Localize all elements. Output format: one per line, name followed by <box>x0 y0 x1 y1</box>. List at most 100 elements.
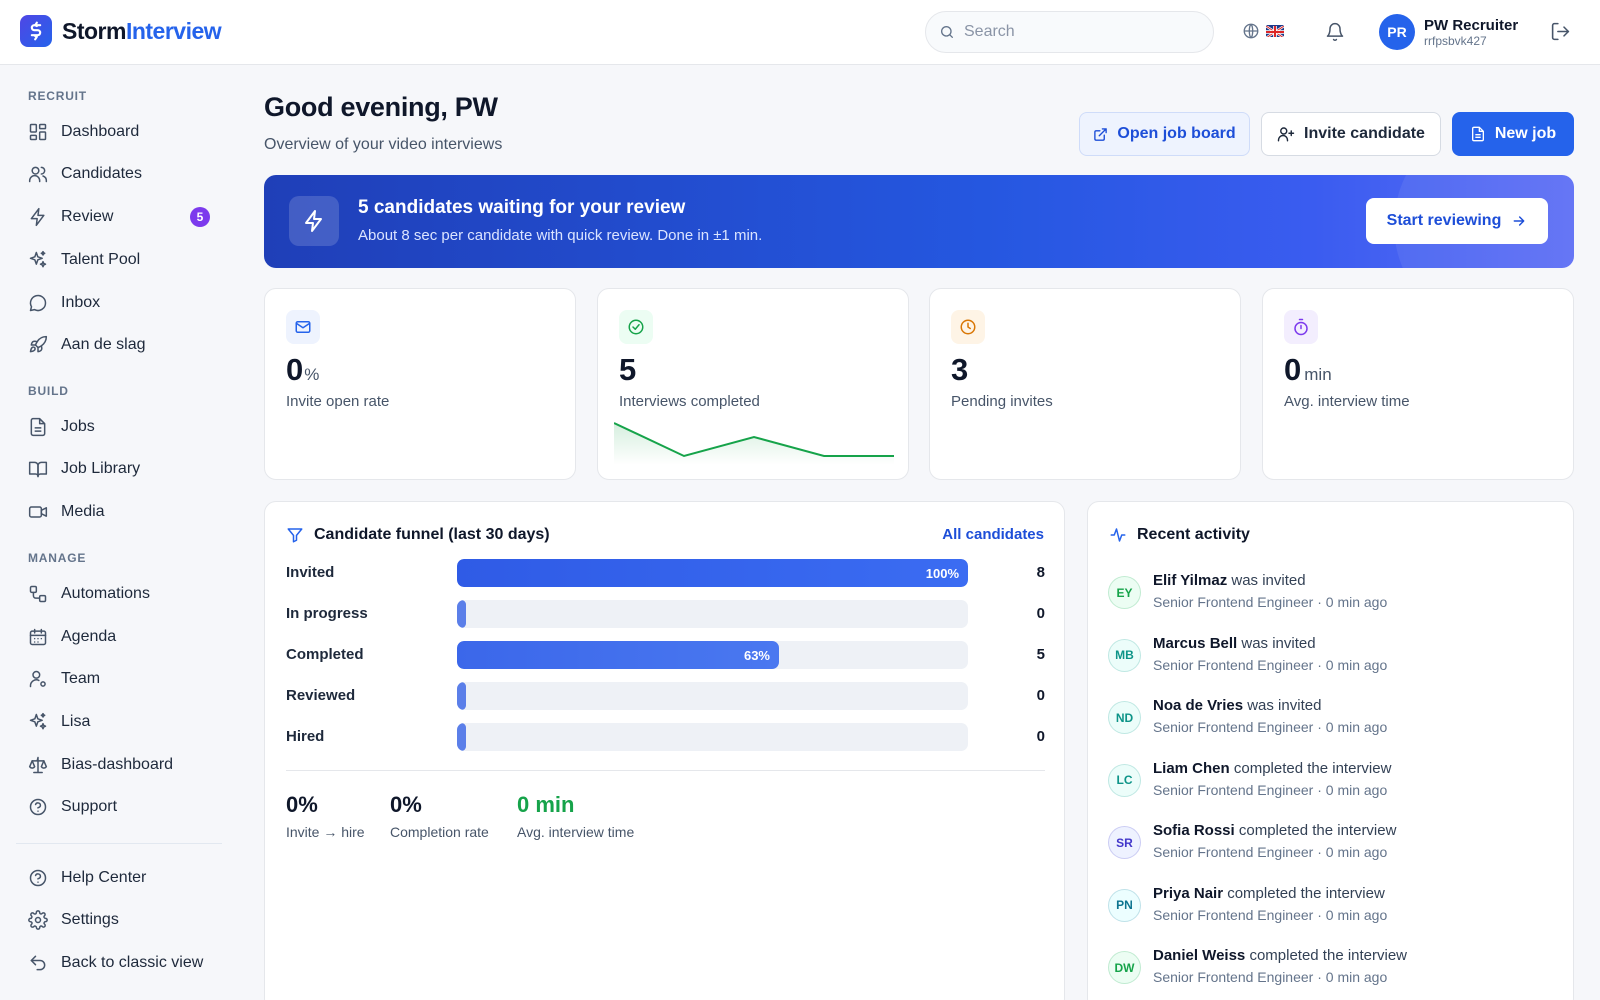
stat-value: 0% <box>286 352 319 388</box>
sidebar-item-talent-pool[interactable]: Talent Pool <box>16 242 222 278</box>
sidebar-item-label: Automations <box>61 585 150 602</box>
activity-name: Sofia Rossi <box>1153 822 1235 839</box>
sidebar-item-help-center[interactable]: Help Center <box>16 860 222 896</box>
sidebar-item-lisa[interactable]: Lisa <box>16 704 222 740</box>
sidebar-item-automations[interactable]: Automations <box>16 576 222 612</box>
sidebar-item-candidates[interactable]: Candidates <box>16 156 222 192</box>
funnel-stage-label: Reviewed <box>286 687 356 704</box>
funnel-count: 8 <box>1036 564 1045 581</box>
activity-item[interactable]: MB Marcus Bell was invited Senior Frontend… <box>1108 635 1558 679</box>
activity-item[interactable]: EY Elif Yilmaz was invited Senior Frontend… <box>1108 572 1558 616</box>
funnel-row: Completed 63% 5 <box>286 640 1045 670</box>
sidebar-item-settings[interactable]: Settings <box>16 902 222 938</box>
activity-action: completed the interview <box>1233 759 1392 777</box>
sidebar-item-agenda[interactable]: Agenda <box>16 619 222 655</box>
arrow-right-icon <box>1513 216 1525 226</box>
sidebar-item-dashboard[interactable]: Dashboard <box>16 114 222 150</box>
kpi-label: Invite → hire <box>286 824 365 840</box>
activity-meta: Senior Frontend Engineer · 0 min ago <box>1153 969 1388 985</box>
activity-name: Noa de Vries <box>1153 697 1244 714</box>
sidebar-item-media[interactable]: Media <box>16 494 222 530</box>
funnel-bar <box>457 682 466 710</box>
lightning-icon <box>30 207 45 227</box>
funnel-bar <box>457 600 466 628</box>
kpi-label: Completion rate <box>390 824 489 840</box>
stat-label: Pending invites <box>951 393 1053 410</box>
invite-candidate-label: Invite candidate <box>1304 125 1425 142</box>
user-name: PW Recruiter <box>1424 16 1519 34</box>
sidebar-item-review[interactable]: Review 5 <box>16 199 222 235</box>
invite-candidate-button[interactable]: Invite candidate <box>1261 112 1441 156</box>
sidebar-item-jobs[interactable]: Jobs <box>16 409 222 445</box>
sidebar-item-label: Review <box>61 208 114 225</box>
funnel-count: 0 <box>1036 728 1045 745</box>
sidebar-item-label: Aan de slag <box>61 336 146 353</box>
funnel-stage-label: Completed <box>286 646 364 663</box>
new-job-label: New job <box>1494 125 1557 142</box>
activity-action: completed the interview <box>1249 947 1408 964</box>
recent-activity-card: Recent activity EY Elif Yilmaz was invite… <box>1087 501 1574 1000</box>
activity-name: Elif Yilmaz <box>1153 572 1228 589</box>
search-box[interactable] <box>925 11 1214 53</box>
sidebar-item-label: Help Center <box>61 869 147 886</box>
activity-text: Priya Nair completed the interview <box>1153 885 1385 902</box>
all-candidates-link[interactable]: All candidates <box>942 526 1044 543</box>
logout-icon[interactable] <box>1550 21 1571 47</box>
funnel-track <box>457 682 968 710</box>
funnel-count: 0 <box>1036 687 1045 704</box>
avatar: LC <box>1108 763 1141 797</box>
activity-item[interactable]: PN Priya Nair completed the interview Seni… <box>1108 885 1558 929</box>
funnel-row: Reviewed 0 <box>286 681 1045 711</box>
activity-action: was invited <box>1247 697 1322 714</box>
help-circle-icon <box>29 798 47 816</box>
banner-title: 5 candidates waiting for your review <box>358 197 686 218</box>
activity-item[interactable]: SR Sofia Rossi completed the interview Sen… <box>1108 822 1558 866</box>
activity-item[interactable]: LC Liam Chen completed the interview Senio… <box>1108 760 1558 804</box>
open-job-board-button[interactable]: Open job board <box>1079 112 1250 156</box>
user-menu[interactable]: PR PW Recruiter rrfpsbvk427 <box>1379 14 1518 50</box>
sidebar-item-label: Agenda <box>61 628 117 645</box>
notifications-bell-icon[interactable] <box>1325 21 1345 48</box>
funnel-track <box>457 723 968 751</box>
activity-meta: Senior Frontend Engineer · 0 min ago <box>1153 656 1388 673</box>
app-logo[interactable]: StormInterview <box>20 15 222 47</box>
dashboard-icon <box>29 123 47 141</box>
sidebar-item-job-library[interactable]: Job Library <box>16 451 222 487</box>
stat-number: 0 <box>286 352 304 387</box>
help-circle-icon <box>29 869 47 887</box>
sidebar-item-label: Settings <box>61 911 119 928</box>
funnel-bar: 100% <box>457 559 968 587</box>
activity-meta: Senior Frontend Engineer · 0 min ago <box>1153 594 1388 610</box>
sidebar-item-team[interactable]: Team <box>16 661 222 697</box>
language-switcher[interactable] <box>1242 22 1284 40</box>
sidebar-item-label: Support <box>61 798 118 815</box>
kpi-value: 0 min <box>517 792 575 817</box>
new-job-button[interactable]: New job <box>1452 112 1574 156</box>
stat-unit: % <box>304 365 320 384</box>
rocket-icon <box>29 335 48 353</box>
kpi-value: 0% <box>286 792 318 817</box>
activity-item[interactable]: ND Noa de Vries was invited Senior Fronten… <box>1108 697 1558 741</box>
sidebar-item-label: Talent Pool <box>61 251 141 268</box>
stat-value: 3 <box>951 352 968 388</box>
activity-item[interactable]: DW Daniel Weiss completed the interview Se… <box>1108 947 1558 991</box>
stat-number: 0 <box>1284 352 1302 387</box>
sidebar-item-back-to-classic[interactable]: Back to classic view <box>16 945 222 981</box>
activity-text: Marcus Bell was invited <box>1153 635 1316 652</box>
open-job-board-label: Open job board <box>1117 125 1236 142</box>
activity-name: Marcus Bell <box>1153 634 1238 652</box>
sidebar-item-bias-dashboard[interactable]: Bias-dashboard <box>16 747 222 783</box>
activity-text: Elif Yilmaz was invited <box>1153 572 1306 589</box>
sidebar-item-support[interactable]: Support <box>16 789 222 825</box>
section-label-recruit: RECRUIT <box>28 89 87 103</box>
sidebar-item-inbox[interactable]: Inbox <box>16 285 222 321</box>
sidebar-item-aan-de-slag[interactable]: Aan de slag <box>16 327 222 363</box>
activity-text: Liam Chen completed the interview <box>1153 760 1391 777</box>
funnel-percent: 63% <box>743 648 770 663</box>
kpi-invite-to-hire: 0% Invite → hire <box>286 792 365 840</box>
activity-action: was invited <box>1231 572 1306 589</box>
search-input[interactable] <box>964 23 1194 41</box>
funnel-track: 100% <box>457 559 968 587</box>
banner-subtitle: About 8 sec per candidate with quick rev… <box>358 227 763 244</box>
start-reviewing-button[interactable]: Start reviewing <box>1366 198 1548 244</box>
